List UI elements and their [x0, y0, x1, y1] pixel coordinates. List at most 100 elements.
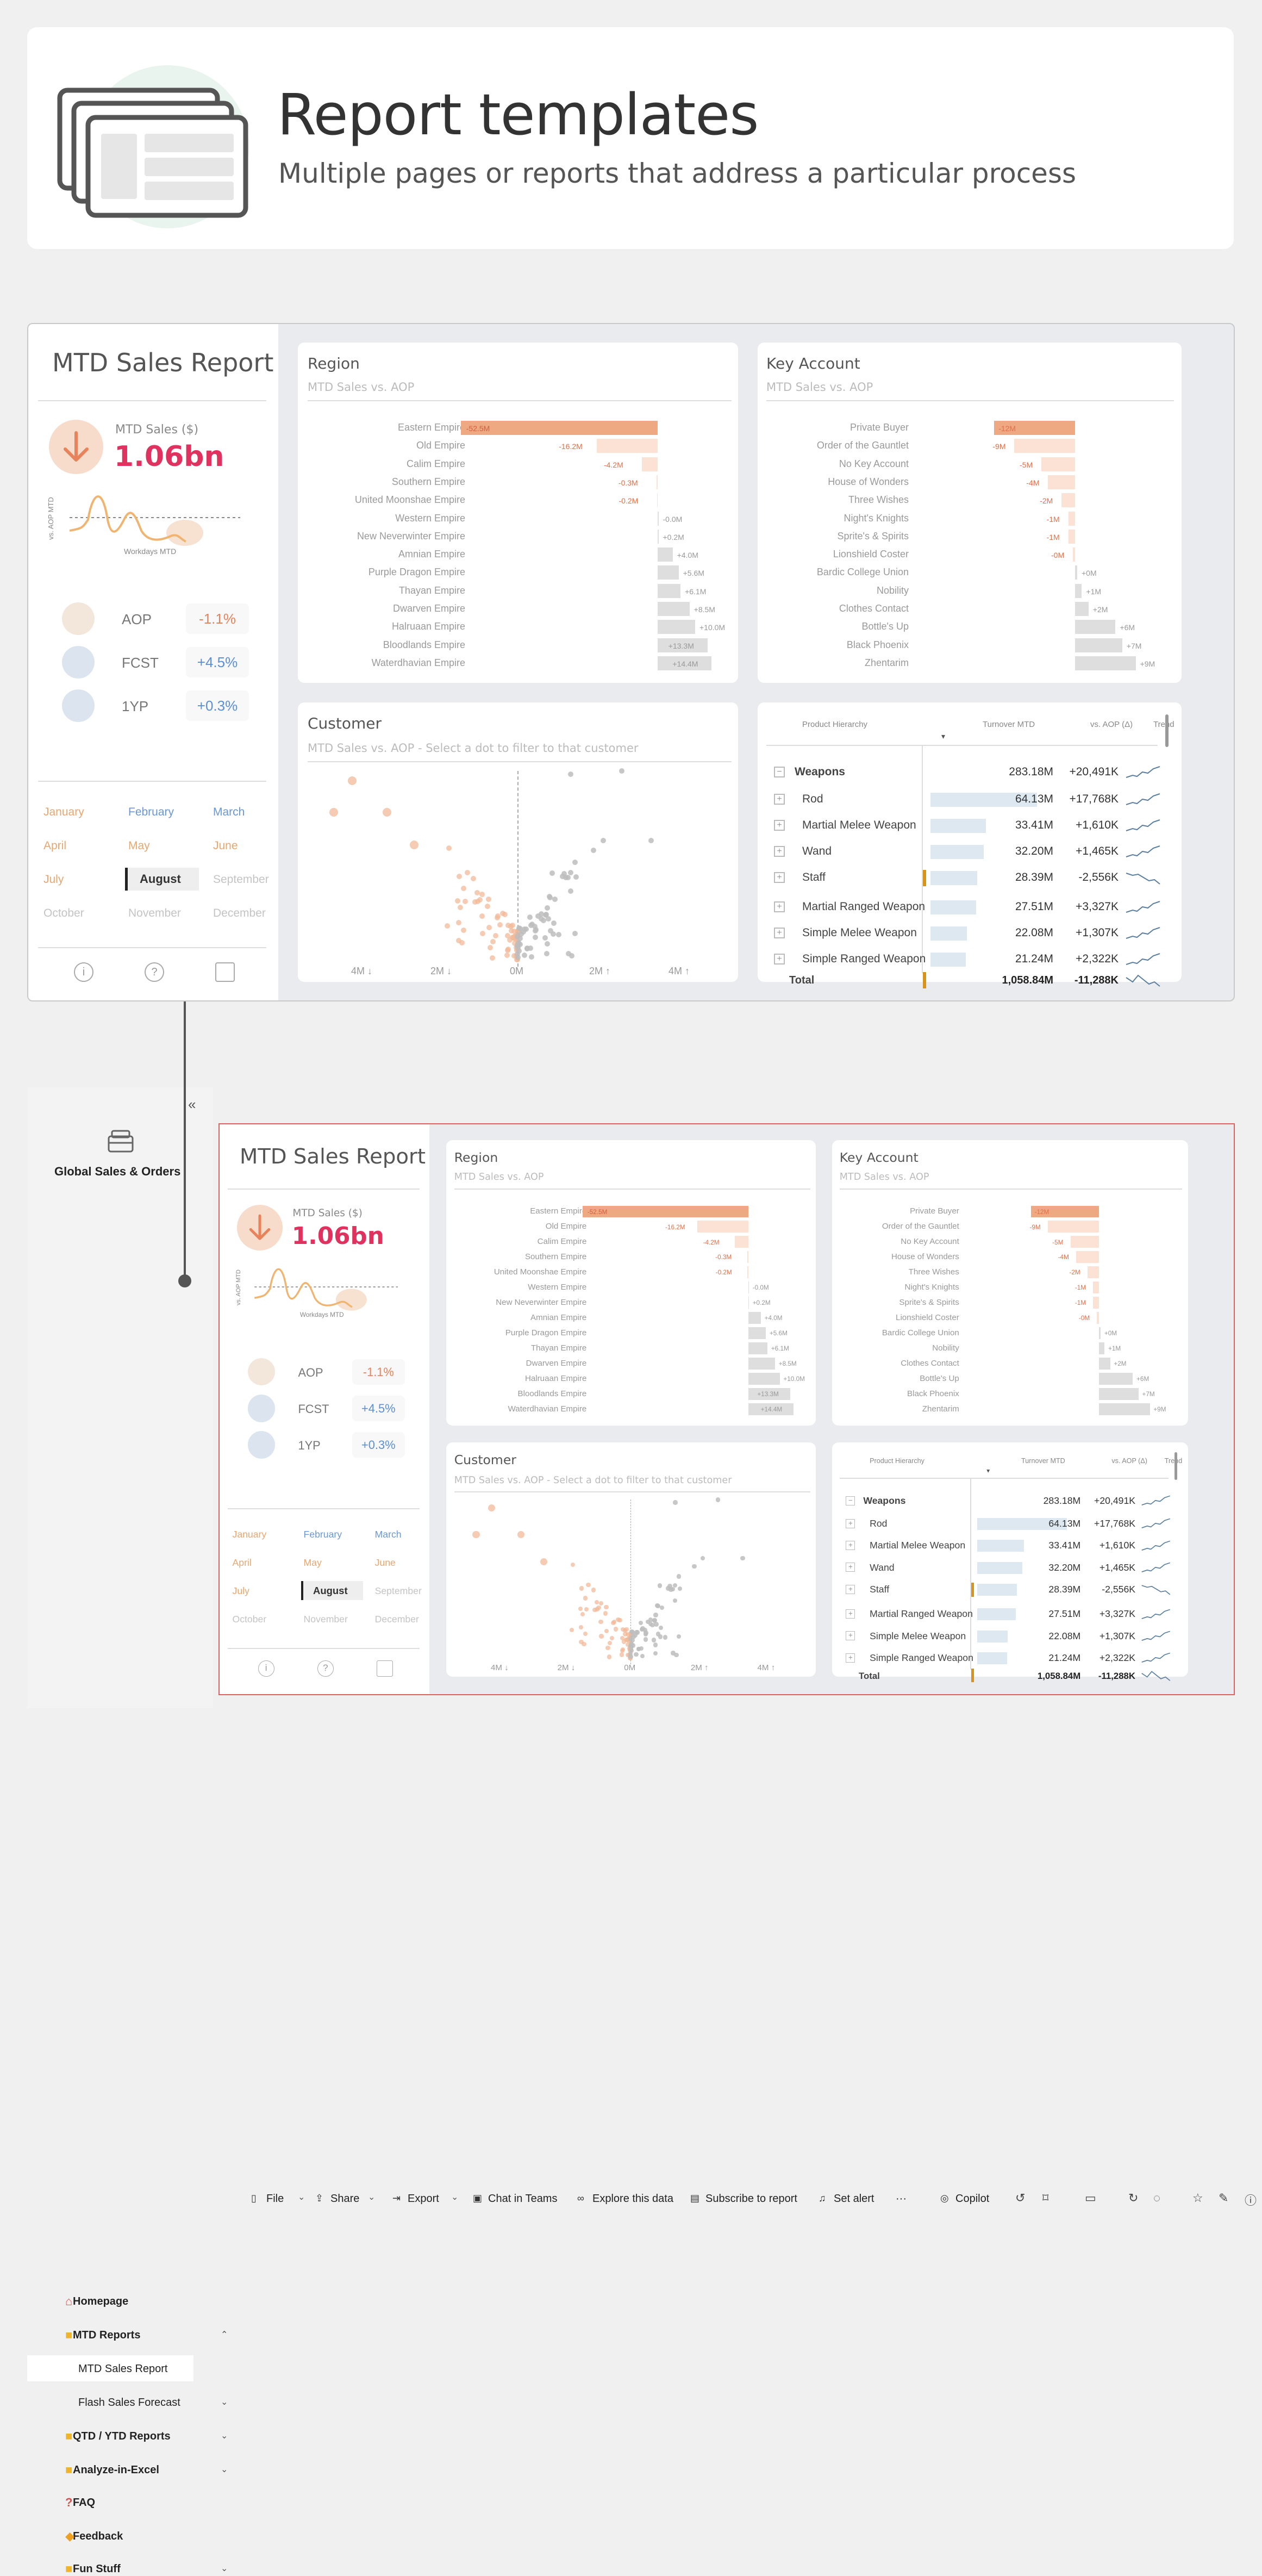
customer-dot[interactable]	[445, 923, 451, 929]
customer-dot[interactable]	[383, 808, 391, 817]
nav-item-qtd-ytd-reports[interactable]: QTD / YTD Reports	[73, 2430, 171, 2442]
customer-dot[interactable]	[578, 1625, 584, 1630]
customer-dot[interactable]	[598, 1619, 603, 1624]
customer-dot[interactable]	[479, 892, 485, 898]
key-account-bar[interactable]	[1070, 1236, 1099, 1248]
expand-icon[interactable]: +	[846, 1609, 855, 1619]
customer-dot[interactable]	[638, 1620, 644, 1625]
dropdown-caret-icon[interactable]: ⌄	[368, 2193, 376, 2202]
month-april[interactable]: April	[43, 839, 67, 852]
help-icon[interactable]: ?	[145, 962, 164, 982]
customer-dot[interactable]	[533, 928, 538, 934]
nav-item-homepage[interactable]: Homepage	[73, 2295, 129, 2307]
key-account-bar[interactable]	[1075, 620, 1116, 634]
alert-icon[interactable]: ♫	[819, 2193, 826, 2204]
customer-dot[interactable]	[640, 1653, 645, 1659]
customer-dot[interactable]	[643, 1632, 648, 1637]
toolbar-export-button[interactable]: Export	[408, 2193, 439, 2205]
customer-dot[interactable]	[446, 845, 452, 851]
expand-icon[interactable]: +	[774, 872, 785, 883]
share-icon[interactable]: ⇪	[315, 2193, 324, 2204]
month-june[interactable]: June	[374, 1557, 396, 1569]
customer-dot[interactable]	[578, 1607, 583, 1611]
customer-dot[interactable]	[672, 1598, 678, 1603]
customer-dot[interactable]	[567, 888, 573, 894]
help-icon[interactable]: ?	[317, 1660, 334, 1677]
customer-dot[interactable]	[582, 1641, 586, 1646]
toolbar-share-button[interactable]: Share	[330, 2193, 360, 2205]
table-row-name[interactable]: Wand	[802, 845, 832, 857]
customer-dot[interactable]	[410, 841, 418, 849]
sort-caret-icon[interactable]: ▾	[986, 1467, 990, 1474]
region-bar[interactable]	[748, 1297, 749, 1309]
region-bar[interactable]	[658, 547, 673, 562]
comment-icon[interactable]: ◌	[1153, 2191, 1161, 2205]
customer-dot[interactable]	[563, 875, 568, 881]
customer-dot[interactable]	[511, 928, 517, 934]
region-bar[interactable]	[658, 656, 712, 670]
customer-dot[interactable]	[639, 1627, 645, 1632]
customer-dot[interactable]	[666, 1586, 671, 1591]
customer-dot[interactable]	[619, 1652, 624, 1657]
customer-dot[interactable]	[505, 946, 511, 952]
customer-dot[interactable]	[521, 926, 527, 932]
customer-dot[interactable]	[474, 890, 480, 896]
customer-dot[interactable]	[488, 944, 493, 950]
customer-dot[interactable]	[507, 937, 513, 943]
key-account-bar[interactable]	[1073, 547, 1075, 562]
customer-dot[interactable]	[643, 1637, 648, 1642]
region-bar[interactable]	[460, 421, 658, 435]
table-scrollbar[interactable]	[1174, 1452, 1178, 1480]
table-header[interactable]: vs. AOP (Δ)	[1090, 720, 1133, 729]
key-account-bar[interactable]	[994, 421, 1075, 435]
customer-dot[interactable]	[461, 885, 467, 891]
table-row-name[interactable]: Staff	[870, 1584, 890, 1595]
collapse-icon[interactable]: −	[774, 767, 785, 777]
expand-icon[interactable]: +	[774, 954, 785, 965]
info-icon[interactable]: ⓘ	[1245, 2194, 1257, 2207]
info-icon[interactable]: i	[258, 1660, 274, 1677]
customer-dot[interactable]	[716, 1497, 721, 1502]
customer-dot[interactable]	[592, 1607, 597, 1612]
customer-dot[interactable]	[517, 1530, 525, 1539]
customer-dot[interactable]	[609, 1635, 615, 1640]
customer-dot[interactable]	[472, 1530, 480, 1539]
key-account-bar[interactable]	[1098, 1342, 1105, 1355]
view-icon[interactable]: ▭	[1085, 2191, 1096, 2205]
customer-dot[interactable]	[559, 874, 565, 880]
chevron-down-icon[interactable]: ⌄	[221, 2465, 228, 2474]
customer-dot[interactable]	[556, 932, 562, 938]
key-account-bar[interactable]	[1048, 1221, 1099, 1233]
customer-dot[interactable]	[651, 1638, 657, 1642]
table-scrollbar[interactable]	[1165, 714, 1169, 747]
customer-dot[interactable]	[652, 1617, 657, 1623]
key-account-bar[interactable]	[1068, 511, 1075, 526]
customer-dot[interactable]	[545, 916, 551, 922]
customer-dot[interactable]	[658, 1625, 664, 1630]
customer-dot[interactable]	[508, 928, 514, 934]
customer-dot[interactable]	[497, 922, 503, 928]
customer-dot[interactable]	[676, 1634, 682, 1639]
month-september[interactable]: September	[213, 873, 269, 886]
customer-dot[interactable]	[544, 941, 550, 947]
sort-caret-icon[interactable]: ▾	[941, 732, 946, 741]
month-march[interactable]: March	[374, 1529, 402, 1540]
customer-dot[interactable]	[456, 937, 462, 943]
customer-dot[interactable]	[648, 1617, 653, 1622]
customer-dot[interactable]	[604, 1628, 609, 1634]
customer-dot[interactable]	[579, 1586, 584, 1591]
key-account-bar[interactable]	[1075, 602, 1089, 616]
customer-dot[interactable]	[490, 938, 496, 944]
customer-dot[interactable]	[628, 1643, 633, 1648]
customer-dot[interactable]	[692, 1564, 697, 1569]
chevron-down-icon[interactable]: ⌄	[221, 2431, 228, 2441]
nav-item-fun-stuff[interactable]: Fun Stuff	[73, 2563, 121, 2575]
customer-dot[interactable]	[461, 928, 467, 934]
customer-dot[interactable]	[528, 945, 534, 951]
month-march[interactable]: March	[213, 806, 245, 818]
region-bar[interactable]	[658, 583, 681, 598]
customer-dot[interactable]	[569, 1628, 574, 1633]
customer-dot[interactable]	[550, 931, 556, 937]
table-row-name[interactable]: Simple Melee Weapon	[870, 1630, 966, 1641]
region-bar[interactable]	[657, 493, 658, 508]
